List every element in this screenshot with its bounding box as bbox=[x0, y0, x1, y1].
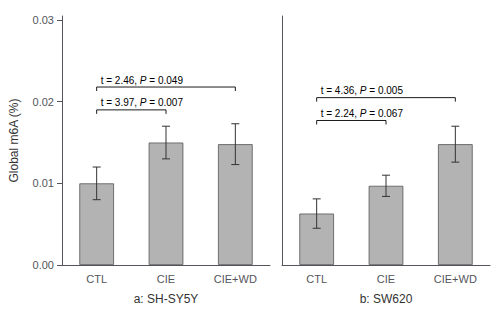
svg-text:Global m6A (%): Global m6A (%) bbox=[7, 98, 21, 182]
svg-text:0.00: 0.00 bbox=[33, 259, 54, 271]
svg-text:t = 2.24,: t = 2.24, bbox=[321, 108, 360, 119]
svg-text:P: P bbox=[359, 108, 367, 119]
svg-text:= 0.049: = 0.049 bbox=[147, 75, 184, 86]
svg-text:P: P bbox=[359, 85, 367, 97]
svg-text:0.01: 0.01 bbox=[33, 177, 54, 189]
svg-text:= 0.067: = 0.067 bbox=[367, 108, 404, 119]
svg-text:0.03: 0.03 bbox=[33, 14, 54, 26]
svg-text:P: P bbox=[139, 74, 147, 86]
svg-text:a: SH-SY5Y: a: SH-SY5Y bbox=[134, 292, 199, 306]
svg-text:= 0.007: = 0.007 bbox=[147, 97, 184, 108]
svg-text:0.02: 0.02 bbox=[33, 96, 54, 108]
svg-text:CTL: CTL bbox=[86, 273, 107, 285]
svg-text:CIE: CIE bbox=[157, 273, 175, 285]
svg-text:t = 3.97,: t = 3.97, bbox=[101, 97, 140, 108]
svg-text:CIE: CIE bbox=[377, 273, 395, 285]
svg-text:= 0.005: = 0.005 bbox=[367, 85, 404, 96]
svg-text:t = 4.36,: t = 4.36, bbox=[321, 85, 360, 96]
svg-text:CIE+WD: CIE+WD bbox=[434, 273, 477, 285]
svg-text:CTL: CTL bbox=[306, 273, 327, 285]
svg-text:CIE+WD: CIE+WD bbox=[214, 273, 257, 285]
svg-text:t = 2.46,: t = 2.46, bbox=[101, 75, 140, 86]
svg-text:b: SW620: b: SW620 bbox=[360, 292, 413, 306]
svg-text:P: P bbox=[139, 97, 147, 109]
